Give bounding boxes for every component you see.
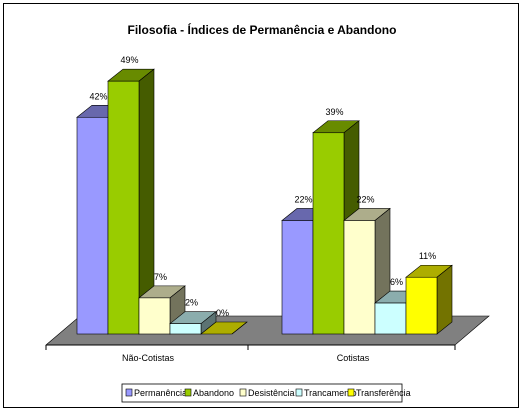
bar-side: [436, 264, 453, 335]
bar: [312, 132, 345, 335]
data-label: 22%: [356, 194, 374, 204]
bar-chart: Filosofia - Índices de Permanência e Aba…: [45, 22, 490, 403]
bar: [138, 297, 171, 335]
x-axis: Não-Cotistas Cotistas: [45, 344, 456, 363]
data-label: 11%: [419, 251, 436, 261]
legend: Permanência Abandono Desistência Trancament…: [121, 383, 411, 403]
data-label: 2%: [185, 298, 198, 308]
data-label: 49%: [120, 55, 138, 65]
legend-swatch: [184, 388, 192, 397]
data-label: 7%: [154, 272, 167, 282]
chart-frame: Filosofia - Índices de Permanência e Aba…: [3, 3, 519, 408]
x-tick-label: Não-Cotistas: [122, 353, 175, 363]
bar: [343, 220, 376, 335]
legend-label: Desistência: [248, 388, 295, 398]
legend-swatch: [239, 388, 247, 397]
bar: [374, 302, 407, 335]
data-label: 39%: [325, 107, 343, 117]
legend-label: Permanência: [134, 388, 187, 398]
legend-label: Trancamento: [304, 388, 357, 398]
data-label: 22%: [294, 194, 312, 204]
legend-swatch: [125, 388, 133, 397]
legend-label: Abandono: [193, 388, 234, 398]
x-tick-label: Cotistas: [337, 353, 370, 363]
bar: [281, 220, 314, 335]
legend-swatch: [347, 388, 355, 397]
legend-box: [121, 383, 403, 403]
bar: [169, 323, 202, 335]
bar: [76, 116, 109, 335]
bar-side: [231, 321, 248, 335]
data-label: 42%: [89, 91, 107, 101]
data-label: 0%: [216, 308, 229, 318]
legend-label: Transferência: [356, 388, 411, 398]
bar: [405, 276, 438, 335]
bar-group: 42% 49% 7% 2% 0% 22% 39% 22% 6% 11%: [76, 55, 453, 335]
bar: [107, 80, 140, 335]
legend-swatch: [295, 388, 303, 397]
data-label: 6%: [390, 277, 403, 287]
chart-title: Filosofia - Índices de Permanência e Aba…: [128, 22, 397, 37]
